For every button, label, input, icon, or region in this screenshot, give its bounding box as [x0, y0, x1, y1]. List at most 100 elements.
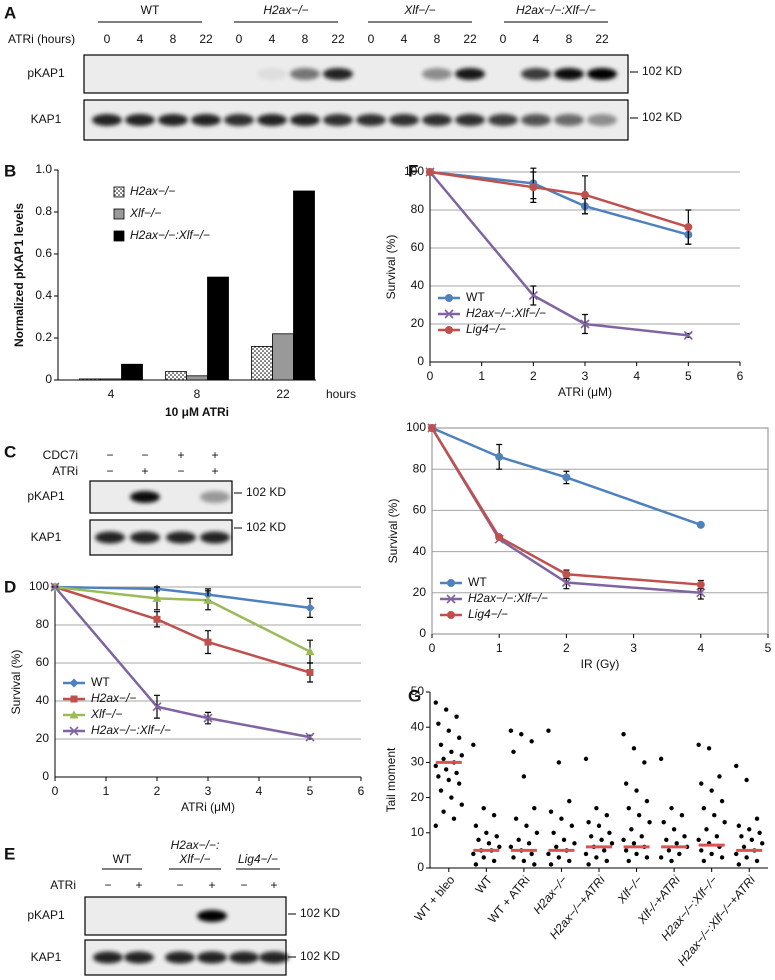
point: [438, 742, 444, 747]
point: [666, 848, 672, 853]
series-line: [430, 427, 701, 586]
point: [696, 520, 705, 529]
point: [699, 848, 704, 853]
y-tick-label: 30: [411, 755, 425, 769]
row-label: pKAP1: [27, 66, 65, 80]
y-tick-label: 40: [411, 719, 425, 733]
lane-label: 8: [302, 32, 309, 46]
y-tick-label: 40: [411, 278, 425, 292]
group-label: Xlf−/−: [403, 3, 435, 17]
band: [422, 114, 452, 126]
x-tick-label: 6: [737, 369, 744, 383]
row-label: KAP1: [31, 530, 62, 544]
bar: [207, 276, 229, 381]
y-axis-label: Survival (%): [9, 650, 23, 715]
point: [511, 749, 516, 755]
plot-frame: [431, 427, 769, 635]
point: [473, 862, 479, 867]
y-tick-label: 100: [404, 164, 424, 178]
legend-label: H2ax−/−:Xlf−/−: [91, 723, 171, 737]
point: [634, 788, 639, 793]
x-tick-label: 5: [307, 784, 314, 798]
point: [569, 823, 575, 828]
point: [494, 834, 499, 839]
band: [200, 491, 230, 503]
x-tick-label: 5: [765, 641, 772, 655]
y-axis-label: Tail moment: [384, 747, 398, 812]
y-tick-label: 0: [42, 769, 49, 783]
band: [92, 114, 122, 126]
point: [604, 813, 609, 818]
point: [647, 820, 652, 825]
point: [621, 837, 626, 843]
point: [521, 858, 527, 864]
point: [529, 183, 538, 192]
point: [526, 841, 532, 846]
legend-label: H2ax−/−: [130, 184, 175, 198]
point: [684, 223, 693, 232]
lane-label: +: [211, 448, 218, 462]
point: [626, 858, 631, 864]
legend-marker: [69, 710, 79, 719]
point: [760, 841, 765, 846]
band: [130, 491, 160, 503]
point: [567, 798, 572, 804]
band: [554, 114, 584, 126]
size-marker: 102 KD: [246, 485, 286, 499]
x-tick-label: 22: [276, 387, 290, 401]
point: [551, 830, 556, 835]
x-tick-label: WT + bleo: [412, 873, 458, 924]
legend-label: WT: [91, 675, 110, 689]
point: [438, 788, 444, 793]
point: [203, 713, 213, 723]
point: [699, 781, 704, 786]
lane-label: 8: [170, 32, 177, 46]
point: [516, 837, 521, 843]
point: [734, 851, 739, 857]
lane-label: −: [177, 464, 184, 478]
x-tick-label: 1: [103, 784, 110, 798]
lane-label: −: [176, 878, 183, 892]
condition-label: CDC7i: [43, 448, 78, 462]
legend-marker: [445, 294, 453, 302]
y-axis-label: Normalized pKAP1 levels: [12, 203, 26, 347]
point: [306, 669, 314, 676]
lane-label: +: [211, 464, 218, 478]
band: [158, 114, 188, 126]
condition-label: ATRi: [52, 464, 78, 478]
x-tick-label: H2ax−/−: [530, 873, 570, 917]
series-line: [54, 585, 311, 653]
point: [658, 855, 664, 860]
point: [459, 753, 464, 758]
size-marker: 102 KD: [246, 520, 286, 534]
x-tick-label: 3: [630, 641, 637, 655]
point: [476, 837, 481, 843]
y-tick-label: 0: [417, 354, 424, 368]
bar: [293, 190, 315, 381]
x-tick-label: 2: [154, 784, 161, 798]
x-axis-label: IR (Gy): [581, 657, 620, 671]
panel-letter: G: [408, 686, 421, 705]
point: [744, 777, 749, 783]
row-label: pKAP1: [27, 489, 65, 503]
x-tick-label: 4: [697, 641, 704, 655]
lane-label: 4: [401, 32, 408, 46]
y-axis-label: Survival (%): [384, 235, 398, 300]
point: [658, 756, 664, 762]
point: [491, 813, 497, 818]
point: [532, 862, 537, 867]
band: [290, 114, 320, 126]
point: [513, 816, 519, 821]
lane-label: 22: [595, 32, 609, 46]
point: [567, 858, 572, 864]
x-tick-label: 8: [194, 387, 201, 401]
y-tick-label: 20: [411, 790, 425, 804]
x-tick-label: 3: [582, 369, 589, 383]
point: [433, 700, 438, 705]
y-tick-label: 50: [411, 684, 425, 698]
point: [521, 774, 527, 779]
point: [664, 837, 669, 843]
point: [524, 823, 529, 828]
point: [674, 841, 679, 846]
point: [621, 732, 626, 737]
